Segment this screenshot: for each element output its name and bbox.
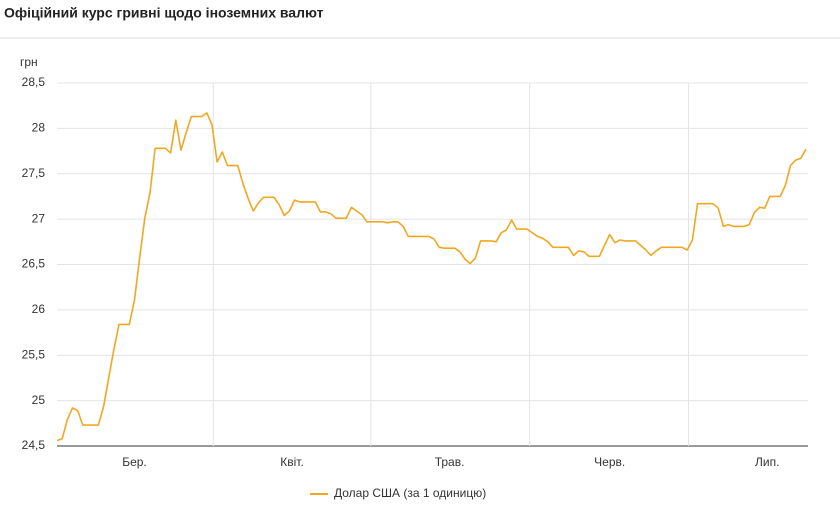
x-tick-label: Лип. [755, 455, 779, 469]
x-tick-label: Черв. [594, 455, 625, 469]
x-tick-label: Квіт. [280, 455, 304, 469]
y-tick-label: 26,5 [22, 257, 46, 271]
y-tick-label: 27 [32, 211, 46, 225]
y-tick-label: 28 [32, 121, 46, 135]
legend-label: Долар США (за 1 одиницю) [334, 486, 486, 500]
y-axis-label: грн [20, 55, 38, 69]
y-tick-label: 25 [32, 393, 46, 407]
x-tick-label: Бер. [122, 455, 147, 469]
y-tick-label: 26 [32, 302, 46, 316]
line [56, 112, 807, 442]
y-tick-label: 28,5 [22, 75, 46, 89]
y-tick-label: 24,5 [22, 438, 46, 452]
chart-title: Офіційний курс гривні щодо іноземних вал… [4, 5, 324, 21]
y-tick-label: 27,5 [22, 166, 46, 180]
y-tick-label: 25,5 [22, 347, 46, 361]
x-tick-label: Трав. [435, 455, 465, 469]
